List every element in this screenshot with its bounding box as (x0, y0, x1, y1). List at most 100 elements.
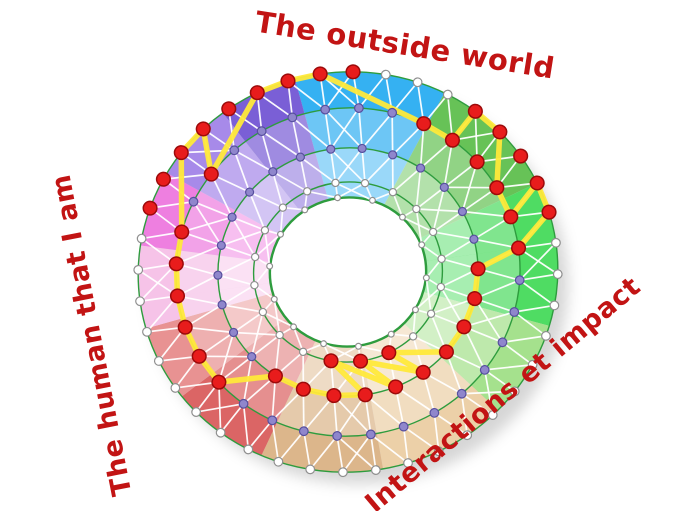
node-purple[interactable] (326, 144, 336, 154)
node-white[interactable] (320, 340, 328, 348)
node-white[interactable] (331, 178, 340, 188)
node-purple[interactable] (469, 234, 479, 244)
node-red[interactable] (503, 209, 519, 225)
node-white[interactable] (153, 356, 164, 366)
node-white[interactable] (436, 282, 446, 292)
node-purple[interactable] (229, 145, 240, 156)
node-white[interactable] (136, 233, 147, 244)
node-purple[interactable] (398, 421, 409, 432)
node-purple[interactable] (415, 163, 426, 173)
node-red[interactable] (444, 132, 460, 148)
node-red[interactable] (221, 101, 237, 117)
node-white[interactable] (411, 306, 419, 314)
node-red[interactable] (470, 261, 486, 277)
node-white[interactable] (334, 194, 342, 202)
node-white[interactable] (552, 269, 563, 280)
node-white[interactable] (418, 241, 426, 249)
node-purple[interactable] (228, 327, 239, 338)
node-purple[interactable] (357, 143, 367, 154)
node-red[interactable] (541, 204, 557, 220)
node-white[interactable] (487, 410, 498, 420)
node-red[interactable] (513, 148, 529, 164)
node-white[interactable] (273, 456, 284, 467)
node-white[interactable] (426, 309, 436, 318)
node-white[interactable] (250, 280, 259, 290)
node-red[interactable] (456, 319, 472, 335)
node-purple[interactable] (268, 167, 278, 177)
node-purple[interactable] (244, 187, 255, 197)
node-purple[interactable] (497, 337, 508, 348)
node-white[interactable] (408, 332, 418, 341)
node-white[interactable] (305, 464, 316, 475)
node-white[interactable] (142, 326, 152, 337)
node-red[interactable] (173, 145, 189, 161)
node-white[interactable] (298, 347, 308, 357)
node-purple[interactable] (457, 206, 468, 217)
node-white[interactable] (388, 187, 398, 197)
node-purple[interactable] (320, 104, 331, 115)
node-white[interactable] (541, 330, 551, 341)
node-white[interactable] (275, 330, 284, 340)
node-red[interactable] (381, 345, 397, 361)
node-white[interactable] (403, 458, 413, 468)
node-purple[interactable] (456, 388, 467, 399)
node-white[interactable] (509, 386, 520, 397)
node-white[interactable] (462, 430, 473, 441)
node-purple[interactable] (217, 300, 227, 310)
node-white[interactable] (370, 465, 381, 475)
node-red[interactable] (280, 73, 296, 89)
node-purple[interactable] (353, 103, 364, 113)
node-white[interactable] (360, 178, 370, 188)
node-white[interactable] (549, 300, 560, 311)
node-red[interactable] (168, 256, 184, 272)
node-red[interactable] (357, 387, 373, 403)
node-purple[interactable] (267, 415, 278, 426)
node-purple[interactable] (439, 182, 449, 192)
node-purple[interactable] (287, 112, 298, 123)
node-red[interactable] (388, 379, 404, 395)
node-white[interactable] (422, 274, 430, 282)
node-purple[interactable] (365, 429, 376, 440)
node-red[interactable] (467, 291, 483, 307)
node-white[interactable] (380, 69, 391, 80)
node-white[interactable] (387, 330, 395, 338)
node-white[interactable] (527, 359, 538, 370)
node-purple[interactable] (256, 126, 267, 137)
node-red[interactable] (345, 64, 361, 80)
node-purple[interactable] (227, 212, 237, 222)
node-red[interactable] (323, 353, 339, 369)
node-white[interactable] (354, 342, 362, 350)
node-purple[interactable] (332, 431, 343, 441)
node-red[interactable] (467, 103, 483, 119)
node-red[interactable] (489, 180, 505, 196)
node-red[interactable] (438, 344, 454, 360)
node-white[interactable] (412, 204, 421, 214)
node-white[interactable] (442, 89, 453, 100)
node-red[interactable] (529, 175, 545, 191)
node-purple[interactable] (514, 275, 525, 286)
node-white[interactable] (428, 227, 438, 237)
node-white[interactable] (551, 237, 561, 248)
node-white[interactable] (437, 254, 446, 264)
node-red[interactable] (492, 124, 508, 140)
node-red[interactable] (195, 121, 211, 137)
node-white[interactable] (433, 446, 444, 457)
node-purple[interactable] (213, 270, 223, 280)
node-purple[interactable] (247, 352, 257, 362)
node-purple[interactable] (388, 150, 398, 160)
node-white[interactable] (277, 230, 285, 238)
node-red[interactable] (211, 374, 227, 390)
node-white[interactable] (302, 187, 312, 196)
node-white[interactable] (135, 296, 145, 307)
node-white[interactable] (278, 203, 288, 212)
node-purple[interactable] (295, 152, 305, 162)
node-white[interactable] (270, 295, 278, 303)
node-white[interactable] (133, 264, 144, 275)
node-red[interactable] (312, 66, 328, 82)
node-red[interactable] (352, 353, 369, 369)
node-red[interactable] (249, 85, 265, 101)
node-red[interactable] (174, 224, 190, 240)
node-red[interactable] (295, 381, 311, 397)
node-white[interactable] (412, 77, 423, 88)
node-purple[interactable] (188, 196, 199, 207)
